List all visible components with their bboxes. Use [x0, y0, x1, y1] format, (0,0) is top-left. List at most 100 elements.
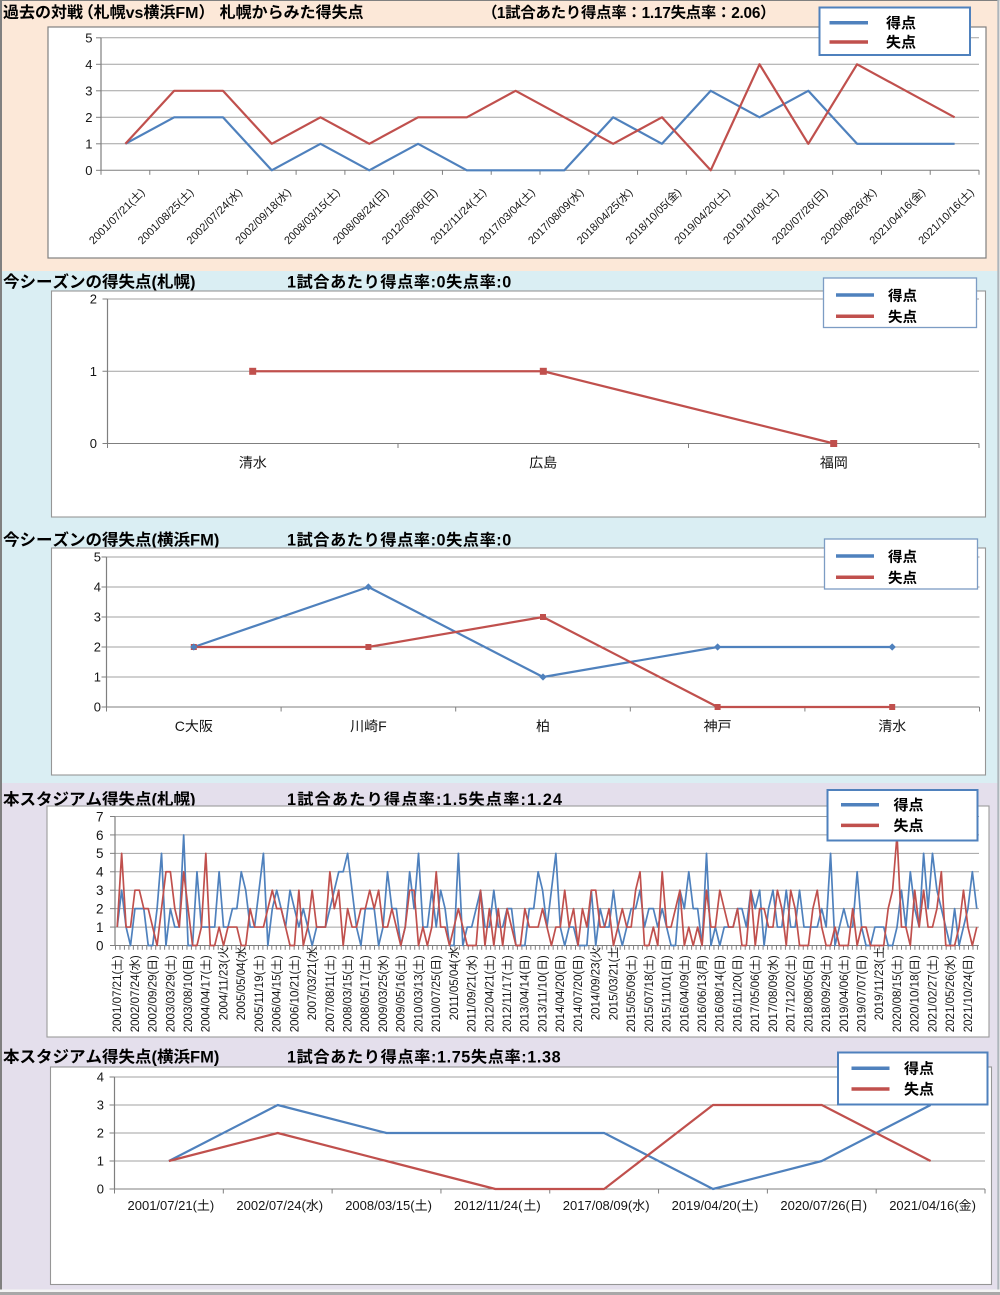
svg-text:): )	[165, 955, 177, 959]
svg-text:2006/04/15(: 2006/04/15(	[272, 971, 284, 1033]
svg-text:(: (	[152, 1049, 158, 1067]
svg-text:3: 3	[97, 1098, 104, 1113]
svg-text:1: 1	[287, 274, 297, 292]
svg-text:): )	[431, 955, 443, 959]
svg-text:): )	[626, 955, 638, 959]
svg-text:2021/05/26(: 2021/05/26(	[945, 971, 957, 1033]
svg-text:2019/04/20(: 2019/04/20(	[672, 1198, 742, 1213]
svg-text:): )	[786, 955, 798, 959]
svg-text:): )	[484, 955, 496, 959]
svg-text:2012/11/24(: 2012/11/24(	[454, 1198, 523, 1213]
svg-text::0: :0	[496, 274, 512, 292]
svg-text:2011/09/21(: 2011/09/21(	[467, 971, 479, 1032]
svg-text:): )	[945, 955, 957, 959]
svg-text:): )	[130, 955, 142, 959]
svg-text:): )	[360, 955, 372, 959]
svg-text:2020/07/26(: 2020/07/26(	[780, 1198, 850, 1213]
svg-text:): )	[863, 1198, 867, 1213]
svg-text:2004/11/23(: 2004/11/23(	[219, 959, 231, 1020]
svg-text:0: 0	[96, 938, 104, 953]
svg-text:): )	[575, 187, 586, 198]
svg-text:0: 0	[94, 700, 101, 715]
svg-text:2012/04/21(: 2012/04/21(	[484, 971, 496, 1033]
svg-text:): )	[972, 1198, 976, 1213]
svg-text::1.75: :1.75	[431, 1049, 471, 1067]
svg-text:1: 1	[97, 1154, 104, 1169]
svg-text:2019/11/23(: 2019/11/23(	[874, 959, 886, 1020]
svg-text:6: 6	[96, 828, 104, 843]
svg-text:2012/11/17(: 2012/11/17(	[502, 971, 514, 1032]
svg-text:4: 4	[94, 580, 101, 595]
svg-text:): )	[148, 955, 160, 959]
svg-text:): )	[289, 955, 301, 959]
svg-text:1: 1	[96, 920, 104, 935]
svg-text:): )	[754, 1198, 758, 1213]
svg-text:1: 1	[287, 791, 297, 809]
svg-text:FM): FM)	[190, 532, 219, 550]
svg-text:2016/08/14(: 2016/08/14(	[715, 971, 727, 1033]
svg-text:): )	[966, 187, 977, 198]
svg-text:1: 1	[90, 364, 97, 379]
svg-text:2004/04/17(: 2004/04/17(	[201, 971, 213, 1033]
svg-text:): )	[821, 955, 833, 959]
svg-text:2018/09/29(: 2018/09/29(	[821, 971, 833, 1033]
svg-text:): )	[662, 955, 674, 959]
svg-text:2021/10/24(: 2021/10/24(	[963, 971, 975, 1033]
svg-text:2015/11/01(: 2015/11/01(	[662, 971, 674, 1032]
svg-text:2: 2	[96, 902, 104, 917]
svg-text:2015/07/18(: 2015/07/18(	[644, 971, 656, 1033]
svg-text:2003/03/29(: 2003/03/29(	[165, 971, 177, 1033]
svg-text::1.5: :1.5	[436, 791, 469, 809]
svg-text:2014/09/23(: 2014/09/23(	[591, 958, 603, 1020]
svg-text:): )	[343, 955, 355, 959]
svg-text:): )	[645, 1198, 649, 1213]
svg-text:): )	[190, 274, 196, 292]
svg-text:FM): FM)	[190, 1049, 219, 1067]
svg-text:): )	[210, 1198, 214, 1213]
svg-text:): )	[750, 955, 762, 959]
svg-text:2017/08/09(: 2017/08/09(	[768, 971, 780, 1033]
svg-text:vs: vs	[126, 5, 144, 22]
svg-text:5: 5	[85, 31, 92, 46]
svg-text:2013/11/10(: 2013/11/10(	[538, 971, 550, 1032]
svg-text:): )	[673, 187, 684, 198]
svg-text:FM: FM	[175, 5, 198, 22]
svg-text:7: 7	[96, 809, 104, 824]
svg-text:2005/05/04(: 2005/05/04(	[236, 958, 248, 1020]
svg-text:): )	[917, 187, 928, 198]
svg-text:): )	[927, 955, 939, 959]
svg-text:2019/07/07(: 2019/07/07(	[857, 971, 869, 1033]
svg-text:): )	[413, 955, 425, 959]
svg-text:): )	[190, 791, 196, 809]
svg-text::0: :0	[496, 532, 512, 550]
svg-text:C: C	[175, 718, 185, 734]
svg-text:): )	[319, 1198, 323, 1213]
svg-text:): )	[478, 187, 489, 198]
svg-text:2018/08/05(: 2018/08/05(	[803, 971, 815, 1033]
svg-text:): )	[803, 955, 815, 959]
svg-text:0: 0	[85, 163, 92, 178]
svg-text::1.24: :1.24	[521, 791, 564, 809]
svg-text::0: :0	[431, 274, 447, 292]
svg-text:2002/07/24(: 2002/07/24(	[236, 1198, 306, 1213]
svg-text:2011/05/04(: 2011/05/04(	[449, 959, 461, 1020]
svg-text:1: 1	[287, 1049, 297, 1067]
svg-text:5: 5	[94, 550, 101, 565]
svg-text:): )	[429, 187, 440, 198]
svg-text:2020/08/15(: 2020/08/15(	[892, 971, 904, 1033]
svg-text:): )	[396, 955, 408, 959]
svg-text:): )	[527, 187, 538, 198]
svg-text:2: 2	[85, 110, 92, 125]
svg-text:2019/04/06(: 2019/04/06(	[839, 971, 851, 1033]
svg-text:1.17: 1.17	[642, 5, 671, 22]
svg-text:): )	[910, 955, 922, 959]
svg-text:2008/05/17(: 2008/05/17(	[360, 971, 372, 1033]
svg-text:): )	[697, 955, 709, 959]
svg-text:2017/05/06(: 2017/05/06(	[750, 971, 762, 1033]
svg-text::0: :0	[431, 532, 447, 550]
svg-text:): )	[715, 955, 727, 959]
svg-text:2003/08/10(: 2003/08/10(	[183, 971, 195, 1033]
svg-text:): )	[467, 955, 479, 959]
svg-text:2016/04/09(: 2016/04/09(	[679, 971, 691, 1033]
svg-text:1: 1	[497, 5, 506, 22]
